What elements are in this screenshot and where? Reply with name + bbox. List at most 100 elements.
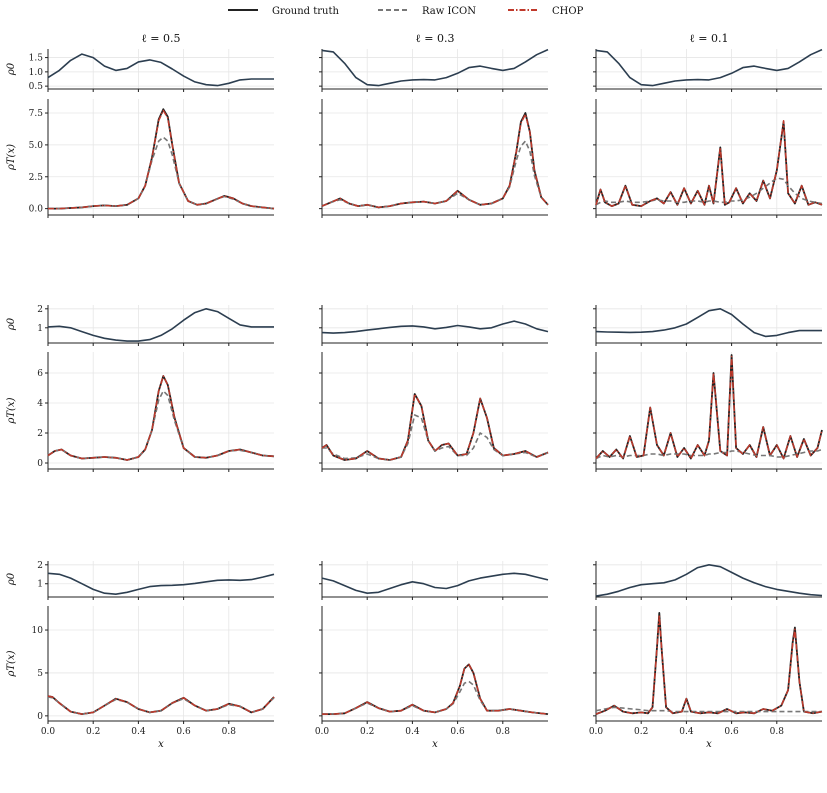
x-tick-label-4: 0.8 [222, 727, 237, 737]
column-titles: ℓ = 0.5 ℓ = 0.3 ℓ = 0.1 [142, 32, 729, 45]
x-tick-label-1: 0.2 [360, 727, 374, 737]
x-tick-label-2: 0.4 [679, 727, 694, 737]
chop-line-r0-c0 [48, 109, 275, 210]
rhoT-panel-r2-c1: 0.0 0.2 0.4 0.6 0.8 x [315, 606, 549, 750]
rhoT-panel-r0-c1 [319, 99, 549, 218]
x-tick-label-3: 0.6 [724, 727, 739, 737]
x-tick-label-1: 0.2 [86, 727, 100, 737]
x-axis-label: x [158, 739, 164, 750]
raw-line-r1-c0 [47, 390, 275, 461]
chop-line-r2-c2 [595, 613, 823, 715]
rho0-panel-r0-c0: 0.5 1.0 1.5 ρ0 [6, 49, 274, 92]
chop-line-r1-c2 [595, 355, 823, 460]
panel-grid: 0.5 1.0 1.5 ρ0 0.0 2.5 5.0 7.5 ρT(x) 1 2 ρ0 0 2 4 6 ρT(x… [6, 48, 823, 750]
chop-line-r0-c1 [321, 113, 549, 209]
y-tick-label-0: 0 [37, 459, 43, 469]
y-tick-label-0: 0.0 [29, 205, 44, 215]
rhoT-panel-r1-c2 [593, 352, 823, 472]
x-tick-label-4: 0.8 [770, 727, 785, 737]
chop-line-r2-c0 [47, 695, 275, 715]
legend-entry-1: Raw ICON [378, 6, 476, 17]
y-tick-label-0: 1 [37, 324, 43, 334]
rhoT-panel-r0-c0: 0.0 2.5 5.0 7.5 ρT(x) [6, 99, 275, 218]
rho0-line-r0-c2 [595, 48, 823, 87]
legend: Ground truth Raw ICON CHOP [228, 6, 584, 17]
rho0-panel-r2-c2 [593, 561, 823, 600]
truth-line-r2-c1 [322, 663, 549, 715]
chop-line-r1-c0 [47, 375, 275, 461]
y-tick-label-1: 2 [37, 561, 43, 571]
y-tick-label-1: 2 [37, 305, 43, 315]
y-tick-label-0: 1 [37, 580, 43, 590]
rho0-line-r1-c2 [595, 308, 822, 338]
rhoT-panel-r0-c2 [593, 99, 823, 218]
y-tick-label-2: 10 [32, 626, 44, 636]
truth-line-r0-c0 [48, 108, 275, 210]
chop-line-r2-c1 [322, 663, 549, 715]
x-tick-label-0: 0.0 [589, 727, 604, 737]
rho0-panel-r2-c0: 1 2 ρ0 [6, 561, 275, 600]
legend-label-0: Ground truth [272, 6, 340, 17]
raw-line-r1-c2 [595, 448, 823, 460]
rho0-line-r2-c1 [321, 572, 549, 594]
x-tick-label-0: 0.0 [41, 727, 56, 737]
rhoT-panel-r2-c0: 0 5 10 0.0 0.2 0.4 0.6 0.8 ρT(x) x [6, 606, 275, 750]
y-tick-label-3: 6 [37, 369, 43, 379]
rho0-panel-r1-c0: 1 2 ρ0 [6, 305, 274, 346]
x-tick-label-0: 0.0 [315, 727, 330, 737]
y-axis-label: ρT(x) [6, 650, 17, 677]
truth-line-r2-c2 [595, 612, 823, 715]
y-tick-label-1: 2 [37, 429, 43, 439]
rhoT-panel-r2-c2: 0.0 0.2 0.4 0.6 0.8 x [589, 606, 823, 750]
truth-line-r0-c1 [321, 112, 549, 209]
rho0-panel-r2-c1 [319, 561, 549, 600]
raw-line-r1-c1 [322, 414, 549, 461]
rho0-panel-r0-c2 [593, 48, 823, 92]
y-axis-label: ρ0 [6, 572, 17, 586]
y-tick-label-1: 2.5 [29, 173, 44, 183]
y-tick-label-2: 4 [37, 399, 43, 409]
rho0-line-r1-c1 [321, 320, 549, 334]
y-tick-label-1: 1.0 [29, 68, 44, 78]
raw-line-r0-c1 [321, 140, 549, 209]
x-axis-label: x [706, 739, 712, 750]
x-tick-label-1: 0.2 [634, 727, 648, 737]
rhoT-panel-r1-c1 [319, 352, 549, 472]
y-axis-label: ρ0 [6, 317, 17, 331]
rho0-line-r1-c0 [47, 308, 274, 342]
y-tick-label-0: 0 [37, 712, 43, 722]
column-title-2: ℓ = 0.1 [690, 32, 729, 45]
x-axis-label: x [432, 739, 438, 750]
y-axis-label: ρ0 [6, 62, 17, 76]
y-tick-label-2: 5.0 [29, 141, 44, 151]
truth-line-r1-c0 [47, 375, 275, 461]
legend-entry-0: Ground truth [228, 6, 340, 17]
legend-label-1: Raw ICON [422, 6, 476, 17]
raw-line-r0-c0 [48, 136, 275, 210]
x-tick-label-3: 0.6 [450, 727, 465, 737]
column-title-1: ℓ = 0.3 [416, 32, 455, 45]
legend-entry-2: CHOP [508, 6, 584, 17]
x-tick-label-2: 0.4 [405, 727, 420, 737]
raw-line-r2-c2 [595, 706, 822, 713]
rho0-panel-r0-c1 [319, 48, 549, 92]
raw-line-r2-c0 [47, 696, 275, 715]
legend-label-2: CHOP [552, 6, 584, 17]
x-tick-label-4: 0.8 [496, 727, 511, 737]
y-tick-label-0: 0.5 [29, 82, 44, 92]
y-tick-label-2: 1.5 [29, 54, 44, 64]
chop-line-r1-c1 [321, 393, 549, 461]
truth-line-r0-c2 [595, 121, 823, 207]
y-tick-label-3: 7.5 [29, 109, 44, 119]
y-axis-label: ρT(x) [6, 144, 17, 171]
column-title-0: ℓ = 0.5 [142, 32, 181, 45]
rho0-panel-r1-c1 [319, 305, 549, 346]
rho0-line-r2-c2 [595, 564, 823, 597]
rho0-line-r0-c0 [47, 53, 274, 87]
rhoT-panel-r1-c0: 0 2 4 6 ρT(x) [6, 352, 275, 472]
rho0-line-r0-c1 [321, 48, 549, 87]
y-axis-label: ρT(x) [6, 397, 17, 424]
rho0-line-r2-c0 [47, 572, 275, 595]
chop-line-r0-c2 [595, 119, 823, 207]
